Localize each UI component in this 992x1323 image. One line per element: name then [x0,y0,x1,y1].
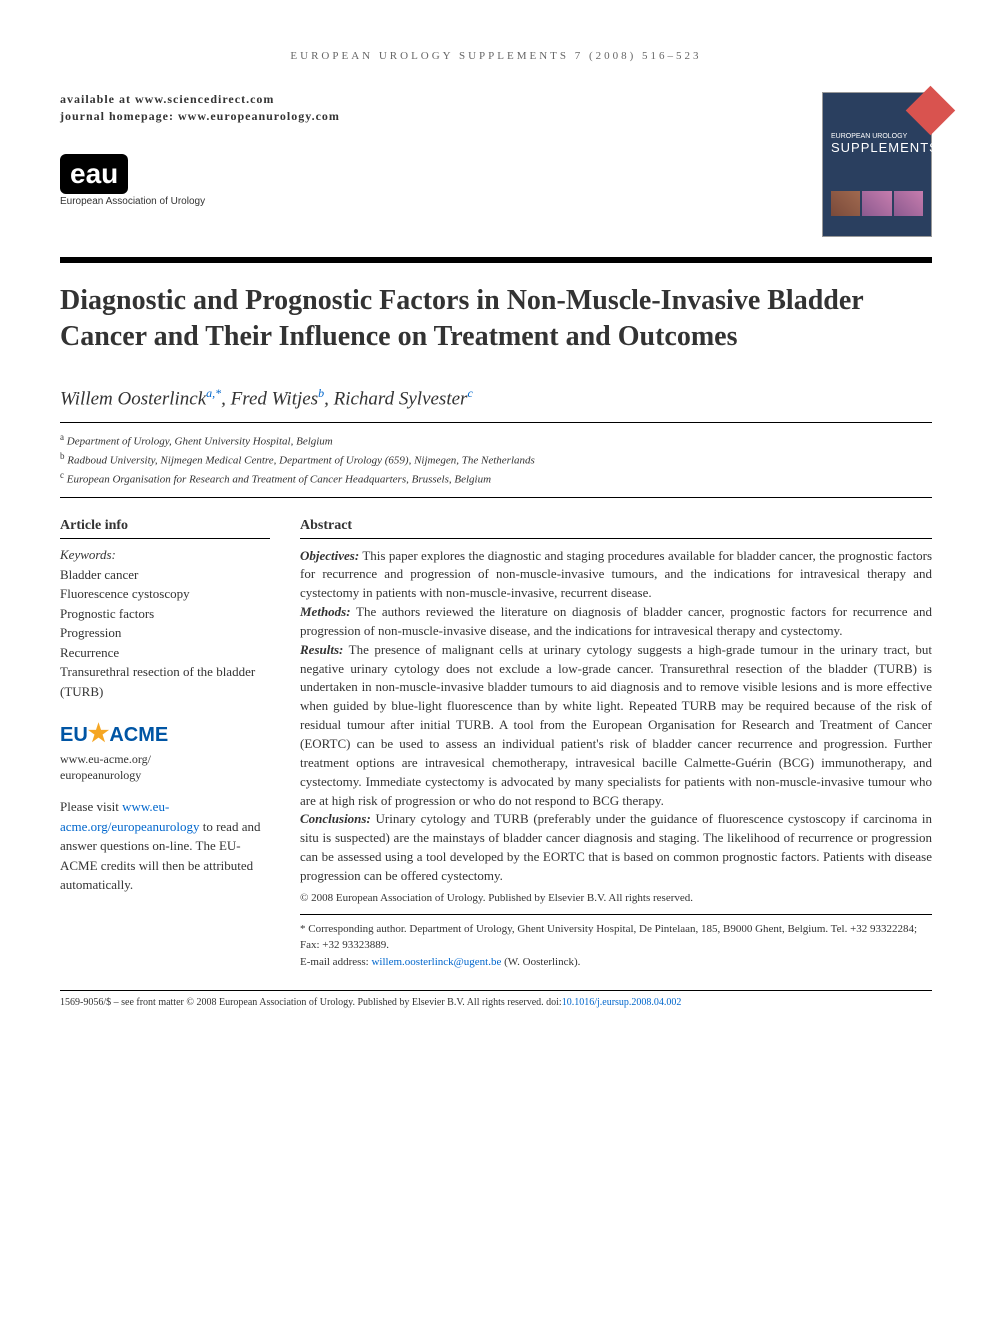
eu-acme-url: www.eu-acme.org/ europeanurology [60,752,270,783]
text-pre: Please visit [60,799,122,814]
affil-sup: c [60,470,64,480]
eau-logo: eau European Association of Urology [60,154,822,207]
author-sup: a,* [206,386,221,400]
email-link[interactable]: willem.oosterlinck@ugent.be [371,956,501,968]
article-title: Diagnostic and Prognostic Factors in Non… [60,283,932,356]
journal-cover-thumbnail: EUROPEAN UROLOGY SUPPLEMENTS [822,92,932,237]
keyword-item: Recurrence [60,643,270,663]
sidebar-divider [60,538,270,539]
corresponding-author: * Corresponding author. Department of Ur… [300,914,932,971]
divider-thin [60,422,932,423]
eau-logo-icon: eau [60,154,128,194]
keyword-item: Fluorescence cystoscopy [60,584,270,604]
author-sup: b [318,386,324,400]
email-suffix: (W. Oosterlinck). [501,956,580,968]
results-label: Results: [300,642,343,657]
divider-thick [60,257,932,263]
star-icon: ★ [88,720,110,747]
author-name: Richard Sylvester [334,388,468,409]
results-text: The presence of malignant cells at urina… [300,642,932,808]
abstract-divider [300,538,932,539]
doi-link[interactable]: 10.1016/j.eursup.2008.04.002 [562,997,682,1008]
corresponding-email-line: E-mail address: willem.oosterlinck@ugent… [300,954,932,971]
eu-acme-url-line: europeanurology [60,768,141,782]
affil-text: Department of Urology, Ghent University … [67,436,333,448]
keyword-item: Bladder cancer [60,565,270,585]
divider-thin [60,497,932,498]
keyword-item: Progression [60,623,270,643]
affil-sup: a [60,432,64,442]
corresponding-text: * Corresponding author. Department of Ur… [300,921,932,954]
keyword-item: Transurethral resection of the bladder (… [60,662,270,701]
affiliations: a Department of Urology, Ghent Universit… [60,431,932,488]
affiliation-row: a Department of Urology, Ghent Universit… [60,431,932,450]
author-name: Willem Oosterlinck [60,388,206,409]
eu-acme-acme-text: ACME [109,724,168,746]
page: EUROPEAN UROLOGY SUPPLEMENTS 7 (2008) 51… [0,0,992,1038]
author-sup: c [467,386,472,400]
cover-thumb-icon [862,191,891,216]
cover-pretitle: EUROPEAN UROLOGY [831,133,923,140]
affil-text: European Organisation for Research and T… [67,474,491,486]
email-label: E-mail address: [300,956,371,968]
cover-thumb-icon [831,191,860,216]
methods-label: Methods: [300,604,351,619]
objectives-label: Objectives: [300,548,359,563]
eu-acme-eu-text: EU [60,724,88,746]
eau-logo-subtitle: European Association of Urology [60,196,205,207]
cover-thumb-icon [894,191,923,216]
availability-text: available at www.sciencedirect.com [60,92,822,107]
objectives-text: This paper explores the diagnostic and s… [300,548,932,601]
main-content: Article info Keywords: Bladder cancer Fl… [60,518,932,971]
header-section: available at www.sciencedirect.com journ… [60,92,932,237]
eu-acme-logo: EU★ACME [60,719,270,748]
affil-text: Radboud University, Nijmegen Medical Cen… [67,455,535,467]
article-info-sidebar: Article info Keywords: Bladder cancer Fl… [60,518,270,971]
keyword-item: Prognostic factors [60,604,270,624]
journal-homepage-text: journal homepage: www.europeanurology.co… [60,109,822,124]
affiliation-row: b Radboud University, Nijmegen Medical C… [60,450,932,469]
cover-title: EUROPEAN UROLOGY SUPPLEMENTS [831,133,923,155]
copyright-line: © 2008 European Association of Urology. … [300,892,932,904]
keywords-list: Bladder cancer Fluorescence cystoscopy P… [60,565,270,702]
abstract-column: Abstract Objectives: This paper explores… [300,518,932,971]
authors-line: Willem Oosterlincka,*, Fred Witjesb, Ric… [60,386,932,410]
conclusions-text: Urinary cytology and TURB (preferably un… [300,811,932,883]
article-info-header: Article info [60,518,270,534]
running-header: EUROPEAN UROLOGY SUPPLEMENTS 7 (2008) 51… [60,50,932,62]
methods-text: The authors reviewed the literature on d… [300,604,932,638]
abstract-body: Objectives: This paper explores the diag… [300,547,932,886]
affiliation-row: c European Organisation for Research and… [60,469,932,488]
cover-thumbnails [831,191,923,216]
header-left: available at www.sciencedirect.com journ… [60,92,822,207]
abstract-header: Abstract [300,518,932,534]
footer-text: 1569-9056/$ – see front matter © 2008 Eu… [60,997,562,1008]
eu-acme-url-line: www.eu-acme.org/ [60,752,151,766]
affil-sup: b [60,451,65,461]
eu-acme-instructions: Please visit www.eu-acme.org/europeanuro… [60,797,270,895]
cover-main-title: SUPPLEMENTS [831,140,923,155]
author-name: Fred Witjes [231,388,318,409]
keywords-label: Keywords: [60,547,270,563]
cover-badge-icon [906,86,955,135]
conclusions-label: Conclusions: [300,811,371,826]
page-footer: 1569-9056/$ – see front matter © 2008 Eu… [60,990,932,1008]
